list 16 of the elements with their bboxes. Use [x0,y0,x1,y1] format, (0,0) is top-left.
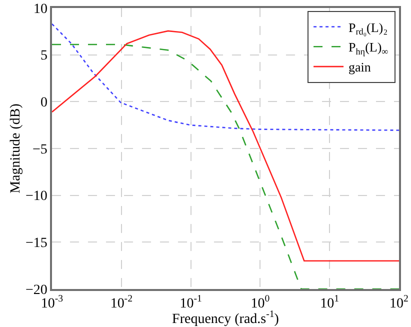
x-tick-label: 10$^{0}$ [250,294,270,312]
legend-label: P$_{hη}$(L)$_{∞}$ [348,40,389,56]
y-tick-label: −5 [32,142,48,158]
x-tick-label: 10$^{-1}$ [180,294,202,312]
y-tick-label: −10 [26,189,48,204]
x-axis-title: Frequency (rad.s$^{-1}$) [172,309,279,327]
legend-label: gain [348,60,372,75]
x-tick-label: 10$^{2}$ [390,294,409,312]
y-tick-label: −15 [26,236,48,252]
x-tick-label: 10$^{1}$ [320,294,340,312]
y-tick-label: 5 [40,48,48,64]
x-tick-label: 10$^{-2}$ [110,294,133,312]
y-tick-label: 10 [33,2,48,17]
y-tick-label: 0 [40,96,48,111]
legend-label: P$_{rd₀}$(L)₂ [348,20,388,37]
y-axis-title: Magnitude (dB) [8,103,24,194]
